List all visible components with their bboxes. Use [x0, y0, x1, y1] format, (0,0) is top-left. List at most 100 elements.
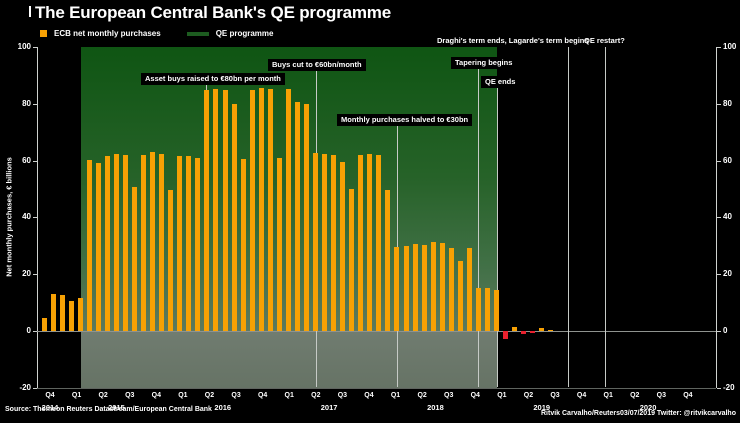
- bar: [376, 154, 382, 332]
- annotation-line: [206, 85, 207, 92]
- y-tick-label-right: 100: [723, 42, 737, 51]
- bar: [521, 331, 527, 334]
- bar: [475, 288, 481, 332]
- x-tick-label-quarter: Q2: [311, 392, 321, 399]
- annotation-label: Tapering begins: [451, 57, 517, 69]
- y-tick-right: [717, 274, 721, 276]
- zero-line: [37, 330, 716, 333]
- annotation-line: [496, 88, 498, 387]
- bar: [41, 318, 47, 332]
- y-tick-label-right: 0: [723, 326, 728, 336]
- bar: [113, 154, 119, 332]
- x-tick-label-year: 2020: [639, 403, 657, 412]
- bar: [86, 160, 92, 332]
- bar: [195, 157, 201, 332]
- legend: ECB net monthly purchases QE programme: [40, 29, 273, 38]
- bar: [150, 151, 156, 332]
- legend-label-qe: QE programme: [215, 29, 274, 38]
- y-tick-right: [717, 103, 721, 105]
- x-tick-label-quarter: Q1: [390, 392, 401, 399]
- y-tick-label-left: 0: [26, 326, 31, 336]
- x-tick-label-quarter: Q4: [470, 392, 480, 399]
- source-note: Source: Thomson Reuters Datastream/Europ…: [5, 406, 212, 413]
- bar: [548, 329, 554, 332]
- bar: [285, 89, 291, 332]
- bar: [512, 326, 518, 332]
- x-tick-label-quarter: Q4: [151, 392, 161, 399]
- bar: [539, 327, 545, 332]
- bar: [59, 294, 65, 332]
- bar: [95, 162, 101, 332]
- x-tick-label-quarter: Q2: [98, 392, 108, 399]
- y-tick-right: [717, 160, 721, 162]
- x-tick-label-year: 2014: [41, 403, 59, 412]
- y-tick-left: [33, 274, 37, 276]
- bar: [358, 154, 364, 332]
- bar: [141, 154, 147, 332]
- bar: [385, 189, 391, 332]
- y-tick-left: [33, 47, 37, 48]
- x-tick-label-quarter: Q4: [683, 392, 693, 399]
- bar: [448, 247, 454, 332]
- annotation-label: QE restart?: [584, 36, 625, 45]
- x-axis-line: [37, 388, 716, 389]
- x-tick-label-quarter: Q4: [576, 392, 587, 399]
- bar: [294, 102, 300, 332]
- y-tick-left: [33, 160, 37, 162]
- y-tick-left: [33, 387, 37, 389]
- bar: [168, 190, 174, 332]
- legend-swatch-purchases-icon: [40, 30, 47, 37]
- x-tick-label-quarter: Q1: [284, 392, 294, 399]
- legend-label-purchases: ECB net monthly purchases: [54, 29, 161, 38]
- bar: [484, 288, 490, 332]
- y-tick-label-left: 60: [22, 155, 31, 165]
- x-tick-label-quarter: Q1: [603, 392, 613, 399]
- y-axis-right: [716, 47, 717, 388]
- x-tick-label-quarter: Q4: [257, 392, 268, 399]
- y-tick-label-right: 40: [723, 212, 732, 222]
- bar: [412, 244, 418, 332]
- bar: [340, 162, 346, 332]
- y-tick-right: [717, 217, 721, 219]
- bar: [322, 153, 328, 332]
- bar: [349, 189, 355, 332]
- bar: [159, 154, 165, 332]
- y-tick-left: [33, 331, 37, 333]
- bar: [222, 89, 228, 332]
- x-tick-label-quarter: Q1: [178, 392, 188, 399]
- x-tick-label-quarter: Q4: [364, 392, 374, 399]
- bar: [77, 298, 83, 332]
- x-tick-label-quarter: Q3: [231, 392, 241, 399]
- bar: [258, 88, 264, 332]
- y-tick-label-right: -20: [723, 382, 735, 392]
- x-tick-label-quarter: Q1: [71, 392, 82, 399]
- x-tick-label-quarter: Q3: [550, 392, 560, 399]
- legend-swatch-qe-icon: [186, 31, 209, 36]
- y-tick-right: [717, 47, 721, 48]
- bar: [249, 90, 255, 332]
- annotation-line: [568, 47, 569, 387]
- bar: [430, 242, 436, 332]
- y-tick-right: [717, 331, 721, 333]
- bar: [303, 104, 309, 332]
- y-tick-label-left: 100: [17, 42, 31, 51]
- annotation-label: Monthly purchases halved to €30bn: [337, 114, 473, 126]
- y-tick-label-left: 40: [22, 212, 31, 222]
- y-tick-label-right: 20: [723, 269, 732, 279]
- bar: [276, 157, 282, 332]
- bar: [186, 156, 192, 332]
- bar: [267, 89, 273, 332]
- bar: [503, 331, 509, 340]
- bar: [122, 154, 128, 332]
- bar: [439, 243, 445, 332]
- bar: [50, 293, 56, 332]
- x-tick-label-year: 2015: [108, 403, 125, 412]
- title-accent: [29, 6, 31, 17]
- bar: [132, 186, 137, 332]
- x-tick-label-year: 2017: [320, 403, 338, 412]
- x-tick-label-quarter: Q1: [497, 392, 507, 399]
- bar: [240, 158, 246, 332]
- page-title: The European Central Bank's QE programme: [35, 3, 391, 22]
- x-tick-label-quarter: Q2: [204, 392, 215, 399]
